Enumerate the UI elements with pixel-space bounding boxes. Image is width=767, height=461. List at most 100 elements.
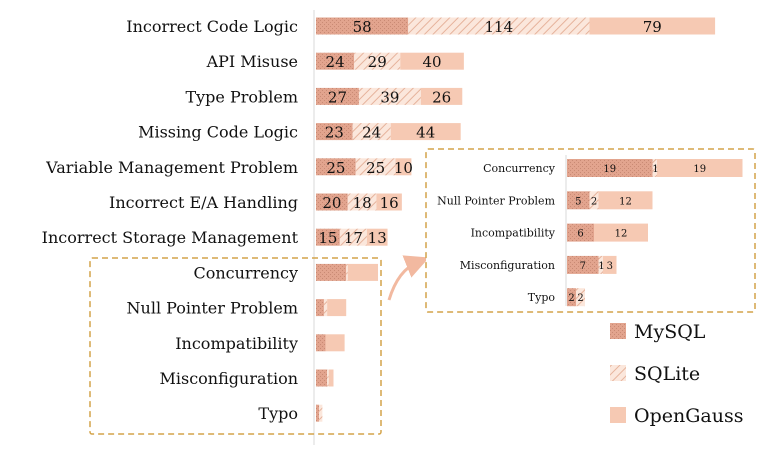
- bar-opengauss-incorrect-storage-management: [366, 228, 388, 246]
- bar-mysql-incorrect-e-a-handling: [316, 193, 348, 211]
- category-label-incorrect-code-logic: Incorrect Code Logic: [126, 17, 298, 36]
- bar-sqlite-api-misuse: [354, 52, 401, 70]
- bar-sqlite-type-problem: [358, 87, 421, 105]
- inset-value-label-opengauss-misconfiguration: 3: [607, 261, 613, 272]
- bar-sqlite-null-pointer-problem: [323, 299, 328, 317]
- inset-value-label-mysql-concurrency: 19: [603, 164, 616, 175]
- bar-mysql-null-pointer-problem: [316, 299, 324, 317]
- inset-value-label-sqlite-typo: 2: [577, 293, 583, 304]
- inset-value-label-sqlite-misconfiguration: 1: [598, 261, 604, 272]
- bar-mysql-type-problem: [316, 87, 359, 105]
- category-label-variable-management-problem: Variable Management Problem: [45, 158, 298, 177]
- bar-opengauss-incorrect-code-logic: [589, 17, 716, 35]
- category-label-incorrect-storage-management: Incorrect Storage Management: [42, 228, 299, 247]
- bar-mysql-missing-code-logic: [316, 123, 353, 141]
- value-label-sqlite-api-misuse: 29: [368, 53, 387, 71]
- bar-opengauss-misconfiguration: [328, 369, 334, 387]
- main-bars: [316, 17, 716, 422]
- inset-value-label-sqlite-concurrency: 1: [652, 164, 658, 175]
- bar-mysql-incorrect-storage-management: [316, 228, 340, 246]
- inset-value-labels: 19 1 195 2 126 127 1 32 2: [568, 164, 706, 304]
- inset-category-label-null-pointer-problem: Null Pointer Problem: [437, 194, 555, 207]
- bar-opengauss-missing-code-logic: [390, 123, 461, 141]
- legend: MySQL SQLite OpenGauss: [610, 321, 743, 427]
- inset-bar-mysql-incompatibility: [567, 223, 594, 242]
- category-label-missing-code-logic: Missing Code Logic: [138, 123, 298, 142]
- category-label-misconfiguration: Misconfiguration: [160, 369, 299, 388]
- value-label-mysql-type-problem: 27: [328, 88, 347, 106]
- legend-swatch-mysql: [610, 323, 626, 339]
- bar-sqlite-variable-management-problem: [355, 158, 396, 176]
- bar-mysql-concurrency: [316, 263, 347, 281]
- bar-mysql-variable-management-problem: [316, 158, 356, 176]
- category-label-concurrency: Concurrency: [193, 263, 298, 282]
- value-label-opengauss-missing-code-logic: 44: [416, 124, 435, 142]
- bar-mysql-typo: [316, 404, 320, 422]
- inset-bar-sqlite-concurrency: [652, 159, 657, 177]
- inset-value-label-sqlite-null-pointer-problem: 2: [591, 196, 597, 207]
- value-label-opengauss-incorrect-code-logic: 79: [643, 18, 662, 36]
- inset-value-label-opengauss-null-pointer-problem: 12: [619, 196, 632, 207]
- inset-bar-opengauss-concurrency: [657, 159, 743, 177]
- inset-category-label-misconfiguration: Misconfiguration: [460, 259, 555, 272]
- bar-mysql-incorrect-code-logic: [316, 17, 409, 35]
- inset-bar-opengauss-misconfiguration: [603, 255, 617, 274]
- bar-mysql-api-misuse: [316, 52, 355, 70]
- inset-value-label-mysql-null-pointer-problem: 5: [575, 196, 581, 207]
- legend-swatch-sqlite: [610, 365, 626, 381]
- inset-bar-sqlite-misconfiguration: [598, 255, 603, 274]
- bar-opengauss-concurrency: [347, 263, 379, 281]
- value-label-sqlite-incorrect-e-a-handling: 18: [353, 194, 372, 212]
- inset-value-label-mysql-typo: 2: [568, 293, 574, 304]
- inset-category-label-incompatibility: Incompatibility: [471, 227, 556, 240]
- value-label-sqlite-variable-management-problem: 25: [366, 159, 385, 177]
- inset-bar-sqlite-null-pointer-problem: [589, 191, 599, 210]
- legend-swatch-opengauss: [610, 407, 626, 423]
- legend-label-opengauss: OpenGauss: [634, 405, 743, 427]
- inset-bar-mysql-typo: [567, 288, 576, 307]
- value-label-opengauss-incorrect-e-a-handling: 16: [380, 194, 399, 212]
- bar-mysql-misconfiguration: [316, 369, 328, 387]
- bar-opengauss-api-misuse: [400, 52, 464, 70]
- inset-category-labels: Concurrency Null Pointer Problem Incompati…: [437, 162, 556, 304]
- legend-label-sqlite: SQLite: [634, 363, 700, 385]
- value-label-sqlite-incorrect-code-logic: 114: [485, 18, 514, 36]
- inset-bar-mysql-misconfiguration: [567, 255, 599, 274]
- value-label-sqlite-missing-code-logic: 24: [362, 124, 381, 142]
- bar-sqlite-incorrect-e-a-handling: [347, 193, 377, 211]
- legend-label-mysql: MySQL: [634, 321, 706, 343]
- inset-bars: [567, 159, 743, 307]
- inset-value-label-opengauss-incompatibility: 12: [615, 229, 628, 240]
- category-label-type-problem: Type Problem: [185, 87, 298, 106]
- bar-mysql-incompatibility: [316, 334, 326, 352]
- value-label-opengauss-type-problem: 26: [432, 88, 451, 106]
- category-label-null-pointer-problem: Null Pointer Problem: [127, 299, 298, 318]
- category-label-incorrect-e-a-handling: Incorrect E/A Handling: [109, 193, 298, 212]
- bar-sqlite-concurrency: [346, 263, 348, 281]
- inset-bar-opengauss-incompatibility: [594, 223, 648, 242]
- value-label-sqlite-type-problem: 39: [380, 88, 399, 106]
- value-label-mysql-incorrect-storage-management: 15: [318, 229, 337, 247]
- bar-sqlite-missing-code-logic: [352, 123, 391, 141]
- bar-opengauss-incorrect-e-a-handling: [376, 193, 402, 211]
- bar-sqlite-misconfiguration: [327, 369, 329, 387]
- inset-category-label-concurrency: Concurrency: [483, 162, 556, 175]
- value-label-mysql-api-misuse: 24: [326, 53, 345, 71]
- inset-bar-sqlite-typo: [576, 288, 585, 307]
- bar-opengauss-variable-management-problem: [395, 158, 412, 176]
- inset-bar-mysql-null-pointer-problem: [567, 191, 590, 210]
- value-label-mysql-incorrect-code-logic: 58: [353, 18, 372, 36]
- inset-bar-mysql-concurrency: [567, 159, 653, 177]
- value-label-mysql-missing-code-logic: 23: [325, 124, 344, 142]
- bar-opengauss-incompatibility: [325, 334, 345, 352]
- inset-value-label-mysql-incompatibility: 6: [577, 229, 583, 240]
- bar-sqlite-typo: [319, 404, 323, 422]
- category-label-typo: Typo: [258, 404, 298, 423]
- category-labels: Incorrect Code Logic API Misuse Type Probl…: [42, 17, 299, 423]
- value-label-mysql-variable-management-problem: 25: [326, 159, 345, 177]
- category-label-api-misuse: API Misuse: [206, 52, 298, 71]
- inset-category-label-typo: Typo: [528, 291, 556, 304]
- inset-value-label-mysql-misconfiguration: 7: [580, 261, 586, 272]
